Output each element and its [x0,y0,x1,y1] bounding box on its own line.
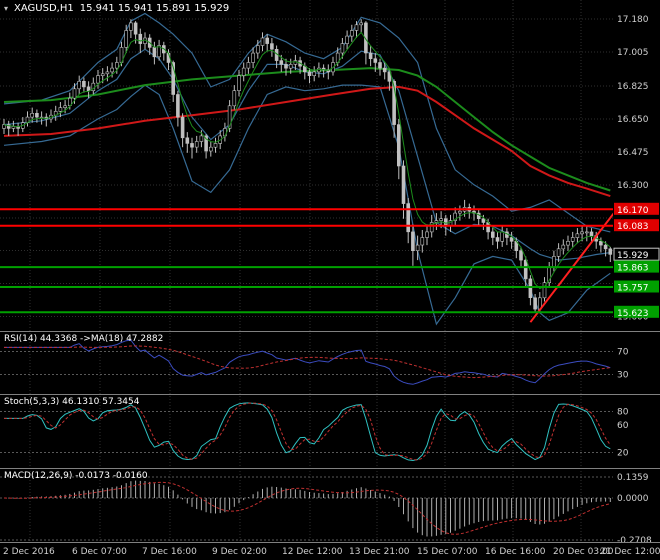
stoch-d-line [4,402,611,461]
macd-axis-label: 0.1359 [617,473,649,483]
chart-canvas[interactable]: 17.180 17.005 16.825 16.650 16.475 16.300 15.6… [0,0,660,545]
price-badge-label: 15.929 [617,251,649,261]
price-badge [613,247,660,261]
rsi-ma-line [4,345,611,379]
price-axis-label: 16.300 [617,181,649,191]
time-axis-label: 21 Dec 12:00 [600,547,660,557]
rsi-indicator-label: RSI(14) 44.3368 ->MA(18) 47.2882 [4,334,164,344]
price-axis-label: 16.825 [617,82,649,92]
chart-icon: ▾ [4,4,9,13]
time-axis-label: 13 Dec 21:00 [349,547,410,557]
price-badge-label: 15.863 [617,264,649,274]
ma-green-line [3,67,611,192]
indicator-axis-label: 80 [617,408,629,418]
indicator-axis-label: 70 [617,347,629,357]
indicator-axis-label: 60 [617,421,629,431]
price-badge-label: 15.757 [617,284,649,294]
price-axis-label: 17.005 [617,48,649,58]
symbol-title: XAGUSD,H1 [14,3,74,14]
price-axis-label: 16.650 [617,115,649,125]
indicator-axis-label: 30 [617,371,629,381]
price-axis-label: 17.180 [617,15,649,25]
time-axis-label: 16 Dec 16:00 [485,547,546,557]
price-badge [614,219,659,232]
time-axis-label: 2 Dec 2016 [3,547,55,557]
time-axis-label: 9 Dec 02:00 [212,547,267,557]
time-axis[interactable]: 2 Dec 2016 6 Dec 07:00 7 Dec 16:00 9 Dec 02… [0,545,660,560]
time-axis-label: 15 Dec 07:00 [417,547,478,557]
price-badge-label: 15.623 [617,309,649,319]
time-axis-label: 12 Dec 12:00 [282,547,343,557]
macd-histogram [8,480,611,537]
fast-ma-line [3,31,611,290]
time-axis-label: 20 Dec 03:00 [553,547,614,557]
price-badge-label: 16.083 [617,222,649,232]
price-badge [614,305,659,318]
price-badge-label: 16.170 [617,206,649,216]
bollinger-lower-line [3,84,611,326]
ma-red-line [3,85,611,198]
macd-axis-label: 0.0000 [617,494,649,504]
price-badge [614,202,659,215]
time-axis-label: 6 Dec 07:00 [72,547,127,557]
macd-indicator-label: MACD(12,26,9) -0.0173 -0.0160 [4,471,148,481]
indicator-axis-label: 20 [617,448,629,458]
stoch-k-line [4,402,611,462]
macd-axis-label: -0.2708 [617,536,652,545]
price-axis-label: 16.475 [617,148,649,158]
symbol-ohlc: 15.941 15.941 15.891 15.929 [79,3,230,14]
price-badge [614,260,659,273]
symbol-bar: ▾ XAGUSD,H1 15.941 15.941 15.891 15.929 [4,3,229,14]
macd-signal-line [3,481,611,535]
price-badge [614,280,659,293]
time-axis-label: 7 Dec 16:00 [142,547,197,557]
stoch-indicator-label: Stoch(5,3,3) 46.1310 57.3454 [4,397,140,407]
